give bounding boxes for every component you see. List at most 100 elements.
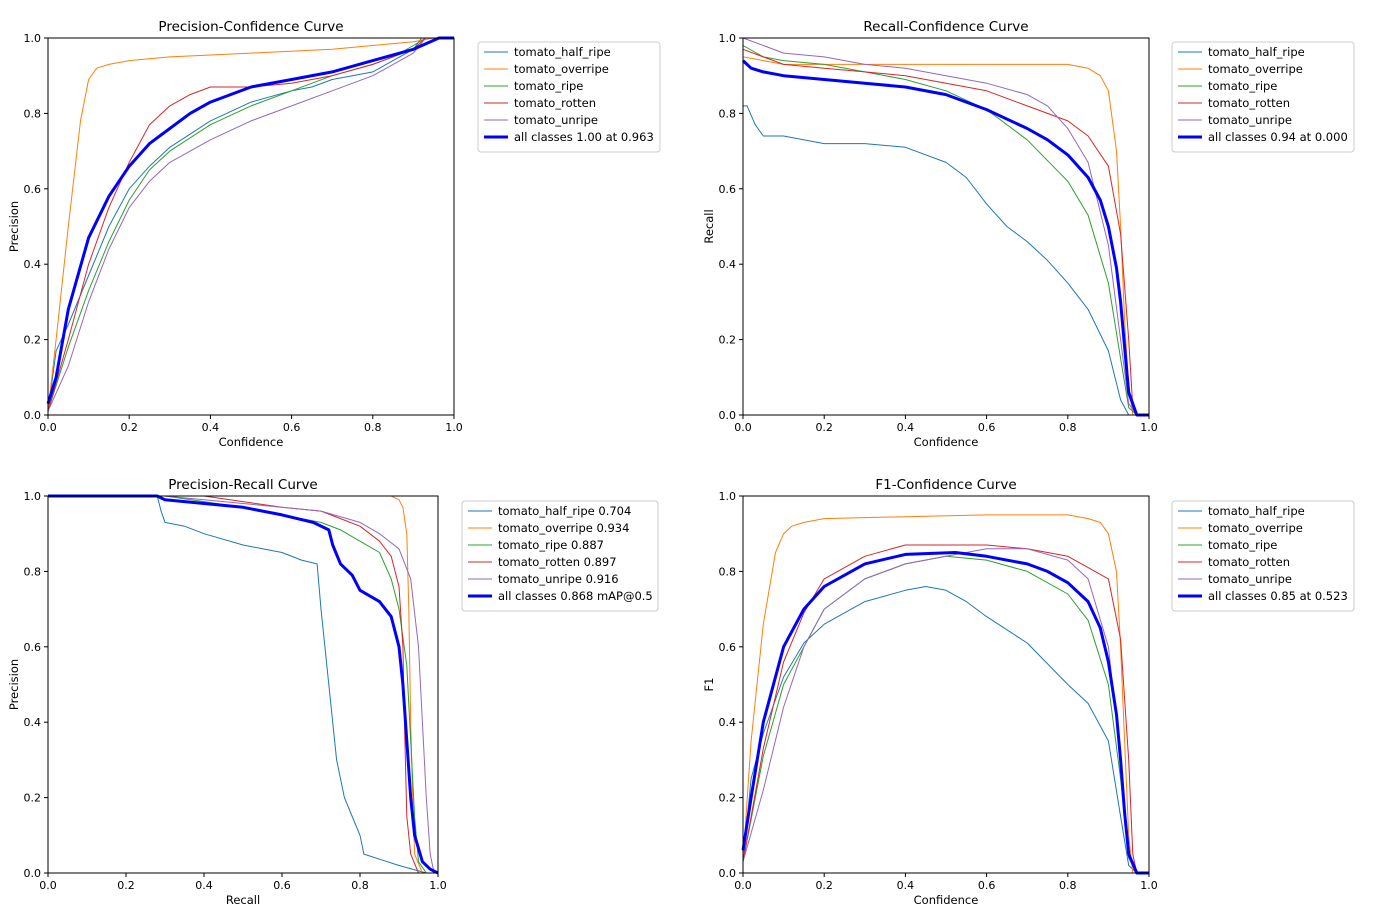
pc-axes-frame — [47, 37, 455, 416]
rc-xtick-label: 0.0 — [734, 421, 752, 434]
pc-ytick-label: 0.6 — [24, 183, 42, 196]
pc-series-tomato-overripe — [47, 37, 454, 412]
rc-xtick-label: 0.6 — [978, 421, 996, 434]
pc-series-group — [46, 36, 454, 412]
rc-series-tomato-ripe — [742, 45, 1149, 416]
pc-legend-box — [477, 41, 661, 153]
rc-xtick-label: 0.4 — [897, 421, 915, 434]
rc-series-tomato-half-ripe — [743, 105, 1149, 416]
f1-xtick-label: 0.6 — [978, 879, 996, 892]
pr-legend-entry: tomato_rotten 0.897 — [498, 555, 617, 569]
pc-ylabel: Precision — [7, 201, 21, 252]
f1-axes-frame — [742, 495, 1150, 874]
pc-legend-entry: tomato_unripe — [514, 113, 598, 127]
f1-legend-entry: tomato_ripe — [1208, 538, 1277, 552]
f1-ytick-label: 0.8 — [719, 565, 737, 578]
pc-series-tomato-ripe — [47, 37, 454, 412]
pc-legend-entry: tomato_rotten — [514, 96, 596, 110]
pr-legend-entry: tomato_unripe 0.916 — [498, 572, 619, 586]
f1-ytick-label: 0.6 — [719, 641, 737, 654]
rc-legend-box — [1171, 41, 1355, 153]
f1-series-tomato-rotten — [742, 544, 1149, 874]
pc-title: Precision-Confidence Curve — [158, 19, 343, 35]
rc-ytick-label: 1.0 — [719, 32, 737, 45]
pc-legend-entry: all classes 1.00 at 0.963 — [514, 130, 654, 144]
pr-ytick-label: 0.4 — [24, 716, 42, 729]
f1-ytick-label: 0.2 — [719, 792, 737, 805]
pr-legend-entry: tomato_half_ripe 0.704 — [498, 504, 631, 518]
pc-xtick-label: 0.4 — [202, 421, 220, 434]
pr-xtick-label: 1.0 — [429, 879, 447, 892]
pc-legend-entry: tomato_ripe — [514, 79, 583, 93]
f1-legend-entry: tomato_half_ripe — [1208, 504, 1305, 518]
pc-ytick-label: 0.4 — [24, 258, 42, 271]
pr-xtick-label: 0.4 — [195, 879, 213, 892]
pr-series-tomato-half-ripe — [48, 495, 438, 874]
pr-xtick-label: 0.8 — [351, 879, 369, 892]
f1-ytick-label: 1.0 — [719, 490, 737, 503]
f1-legend-box — [1171, 500, 1355, 612]
f1-legend-entry: tomato_rotten — [1208, 555, 1290, 569]
pc-xtick-label: 0.0 — [39, 421, 57, 434]
pc-xtick-label: 1.0 — [445, 421, 463, 434]
pr-ytick-label: 0.0 — [24, 867, 42, 880]
rc-ytick-label: 0.6 — [719, 183, 737, 196]
pr-legend-entry: tomato_ripe 0.887 — [498, 538, 604, 552]
rc-series-tomato-unripe — [742, 37, 1149, 416]
f1-series-tomato-unripe — [742, 548, 1149, 874]
f1-series-group — [741, 514, 1149, 875]
pr-legend: tomato_half_ripe 0.704 tomato_overripe 0.… — [461, 500, 659, 612]
rc-legend-entry: tomato_rotten — [1208, 96, 1290, 110]
pc-ytick-label: 0.0 — [24, 409, 42, 422]
pc-xtick-label: 0.2 — [120, 421, 138, 434]
rc-series-tomato-rotten — [742, 48, 1149, 416]
pc-series-tomato-unripe — [47, 37, 454, 412]
f1-xtick-label: 0.4 — [897, 879, 915, 892]
f1-legend-entry: tomato_overripe — [1208, 521, 1303, 535]
rc-legend-entry: tomato_unripe — [1208, 113, 1292, 127]
pr-legend-entry: all classes 0.868 mAP@0.5 — [498, 589, 653, 603]
f1-legend-entry: tomato_unripe — [1208, 572, 1292, 586]
pr-legend-box — [461, 500, 659, 612]
rc-legend-entry: tomato_ripe — [1208, 79, 1277, 93]
pc-xlabel: Confidence — [219, 435, 284, 449]
pr-legend-entry: tomato_overripe 0.934 — [498, 521, 629, 535]
f1-legend: tomato_half_ripe tomato_overripe tomato_ri… — [1171, 500, 1355, 612]
f1-series-tomato-overripe — [742, 514, 1149, 874]
rc-ylabel: Recall — [702, 209, 716, 243]
pr-ytick-label: 0.8 — [24, 565, 42, 578]
pr-ylabel: Precision — [7, 659, 21, 710]
rc-legend-entry: tomato_half_ripe — [1208, 45, 1305, 59]
rc-series-tomato-overripe — [742, 56, 1149, 416]
pr-ytick-label: 0.6 — [24, 641, 42, 654]
f1-xtick-label: 0.0 — [734, 879, 752, 892]
rc-ytick-label: 0.0 — [719, 409, 737, 422]
pc-chart: 0.0 0.2 0.4 0.6 0.8 1.0 0.0 0.2 0.4 0.6 0.8 1.0 Prec… — [7, 19, 661, 449]
f1-title: F1-Confidence Curve — [875, 477, 1016, 493]
pc-legend-entry: tomato_half_ripe — [514, 45, 611, 59]
rc-series-group — [741, 37, 1149, 417]
pr-series-tomato-ripe — [48, 495, 438, 874]
f1-xtick-label: 0.8 — [1059, 879, 1077, 892]
rc-xtick-label: 1.0 — [1140, 421, 1158, 434]
pc-series-all — [46, 36, 454, 405]
pr-series-group — [48, 494, 439, 875]
pr-series-all — [48, 494, 439, 875]
rc-ytick-label: 0.8 — [719, 107, 737, 120]
pr-xtick-label: 0.6 — [273, 879, 291, 892]
pc-legend: tomato_half_ripe tomato_overripe tomato_ri… — [477, 41, 661, 153]
rc-xtick-label: 0.8 — [1059, 421, 1077, 434]
f1-legend-entry: all classes 0.85 at 0.523 — [1208, 589, 1348, 603]
f1-xlabel: Confidence — [914, 893, 979, 907]
pr-title: Precision-Recall Curve — [168, 477, 318, 493]
f1-series-tomato-half-ripe — [742, 586, 1149, 874]
pr-axes-frame — [47, 495, 439, 874]
pr-xtick-label: 0.0 — [39, 879, 57, 892]
f1-ytick-label: 0.4 — [719, 716, 737, 729]
pc-xtick-label: 0.6 — [283, 421, 301, 434]
f1-series-all — [741, 551, 1149, 875]
rc-series-all — [741, 59, 1149, 417]
pc-ytick-label: 1.0 — [24, 32, 42, 45]
pr-series-tomato-unripe — [48, 495, 438, 874]
